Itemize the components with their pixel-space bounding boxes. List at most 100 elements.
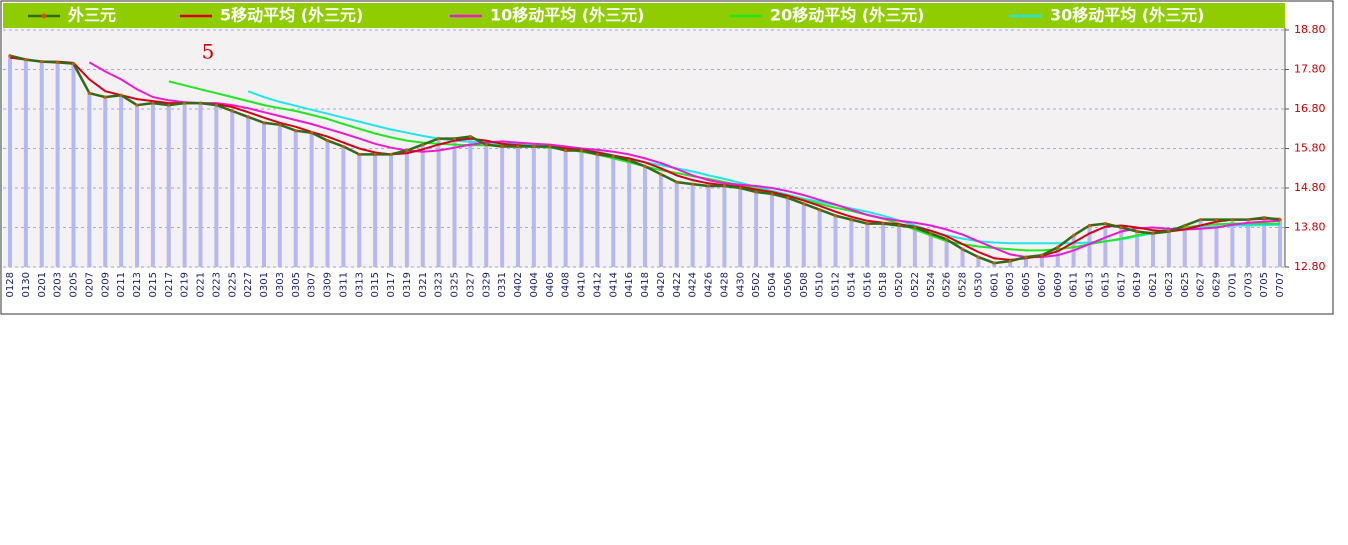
column	[595, 154, 600, 267]
x-tick-label: 0223	[211, 272, 222, 297]
point	[564, 148, 568, 153]
point	[722, 184, 726, 188]
point	[849, 218, 853, 222]
x-tick-label: 0520	[894, 272, 905, 297]
point	[262, 121, 266, 125]
point	[151, 101, 155, 105]
point	[643, 164, 647, 168]
x-tick-label: 0309	[323, 272, 334, 297]
column	[1214, 219, 1219, 267]
x-tick-label: 0701	[1227, 272, 1238, 297]
point	[595, 152, 599, 157]
point	[691, 182, 695, 186]
column	[897, 225, 901, 267]
column	[357, 154, 362, 267]
x-tick-label: 0412	[592, 272, 603, 297]
column	[690, 184, 695, 267]
x-tick-label: 0703	[1243, 272, 1254, 297]
x-tick-label: 0613	[1085, 272, 1096, 297]
x-tick-label: 0510	[815, 272, 826, 297]
point	[357, 152, 361, 157]
x-tick-label: 0317	[386, 272, 397, 297]
point	[40, 60, 44, 64]
point	[675, 180, 679, 184]
column	[754, 191, 759, 267]
point	[71, 61, 76, 66]
x-tick-label: 0617	[1116, 272, 1127, 297]
column	[817, 209, 822, 267]
x-tick-label: 0502	[751, 272, 762, 297]
x-tick-label: 0508	[799, 272, 810, 297]
column	[785, 197, 790, 267]
x-tick-label: 0528	[958, 272, 969, 297]
column	[468, 136, 473, 267]
column	[643, 166, 647, 267]
point	[738, 186, 742, 190]
x-tick-label: 0410	[577, 272, 588, 297]
x-tick-label: 0323	[434, 272, 445, 297]
point	[992, 261, 996, 265]
x-tick-label: 0225	[227, 272, 238, 297]
column	[230, 110, 235, 267]
point	[865, 221, 869, 226]
column	[1198, 219, 1203, 267]
point	[56, 60, 60, 64]
legend-label: 20移动平均 (外三元)	[770, 6, 924, 25]
x-tick-label: 0325	[450, 272, 461, 297]
point	[1008, 259, 1012, 263]
point	[945, 237, 949, 241]
point	[1199, 218, 1203, 222]
point	[500, 144, 504, 149]
series-line	[168, 80, 1280, 252]
x-tick-label: 0227	[243, 272, 254, 297]
series-line	[88, 61, 1281, 259]
y-tick-label: 18.80	[1294, 23, 1326, 36]
column	[420, 144, 425, 267]
point	[1151, 231, 1155, 236]
column	[103, 97, 108, 268]
point	[818, 208, 822, 212]
legend-bar	[3, 3, 1285, 28]
column	[135, 105, 139, 267]
x-tick-label: 0420	[656, 272, 667, 297]
column	[944, 239, 949, 267]
point	[421, 142, 425, 147]
column	[484, 144, 489, 267]
point	[230, 109, 234, 113]
point	[103, 95, 107, 99]
x-tick-label: 0627	[1196, 272, 1207, 297]
point	[532, 144, 536, 149]
x-tick-label: 0209	[100, 272, 111, 297]
column	[833, 215, 838, 267]
column	[722, 186, 727, 267]
point	[437, 137, 441, 141]
point	[214, 103, 218, 107]
column	[277, 124, 282, 267]
x-tick-label: 0313	[354, 272, 365, 297]
point	[627, 158, 631, 162]
y-tick-label: 14.80	[1294, 181, 1326, 194]
x-tick-label: 0629	[1212, 272, 1223, 297]
point	[659, 172, 663, 176]
point	[1056, 245, 1060, 249]
x-tick-label: 0307	[307, 272, 318, 297]
point	[1087, 223, 1092, 228]
y-tick-label: 16.80	[1294, 102, 1326, 115]
point	[1040, 253, 1044, 257]
column	[1246, 219, 1251, 267]
column	[516, 146, 520, 267]
point	[960, 247, 965, 251]
x-tick-label: 0315	[370, 272, 381, 297]
column	[611, 156, 616, 267]
point	[167, 103, 171, 107]
annotation: 5	[202, 40, 215, 64]
x-tick-label: 0130	[21, 272, 32, 297]
column	[1039, 255, 1044, 267]
column	[452, 138, 457, 267]
x-tick-label: 0416	[624, 272, 635, 297]
x-tick-label: 0430	[735, 272, 746, 297]
point	[452, 137, 457, 141]
point	[929, 231, 933, 236]
